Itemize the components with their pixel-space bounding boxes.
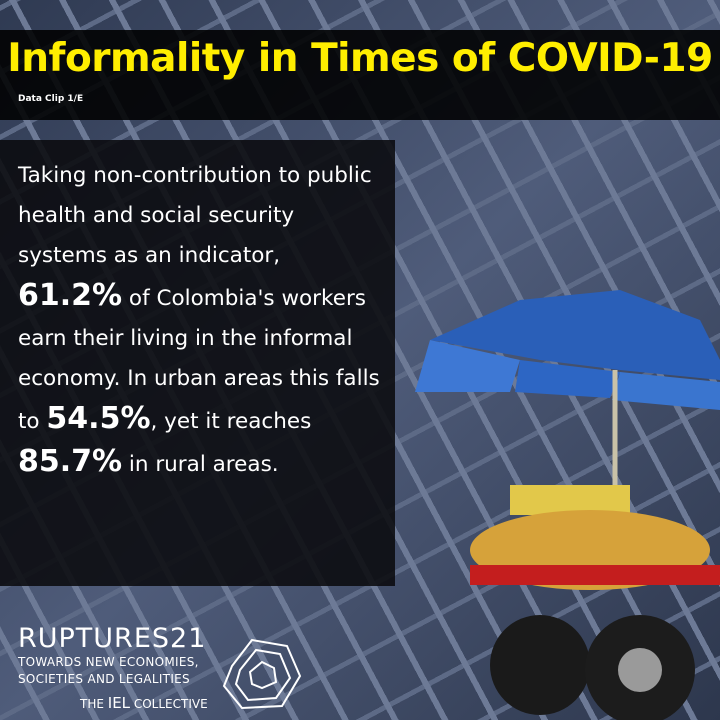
text-run: in rural areas. <box>122 452 279 477</box>
text-run: , yet it reaches <box>150 409 312 434</box>
collective-post: COLLECTIVE <box>133 697 208 711</box>
tagline: TOWARDS NEW ECONOMIES, <box>18 655 199 669</box>
footer: RUPTURES21 TOWARDS NEW ECONOMIES, SOCIET… <box>18 623 208 713</box>
highlight-figure: 61.2% <box>18 278 123 313</box>
brand: RUPTURES21 <box>18 623 207 654</box>
paragraph: Taking non-contribution to public health… <box>18 156 383 485</box>
text-run: of Colombia's workers earn their living … <box>18 286 380 434</box>
collective-pre: THE <box>80 697 104 711</box>
tagline: SOCIETIES AND LEGALITIES <box>18 672 190 686</box>
collective: THE IEL COLLECTIVE <box>80 694 208 712</box>
title-band <box>0 30 720 120</box>
highlight-figure: 54.5% <box>46 401 151 436</box>
text-box <box>0 140 395 586</box>
highlight-figure: 85.7% <box>18 444 123 479</box>
text-run: Taking non-contribution to public health… <box>18 163 372 268</box>
collective-mid: IEL <box>107 694 131 712</box>
subtitle: Data Clip 1/E <box>18 94 84 104</box>
title: Informality in Times of COVID-19 <box>7 36 713 81</box>
